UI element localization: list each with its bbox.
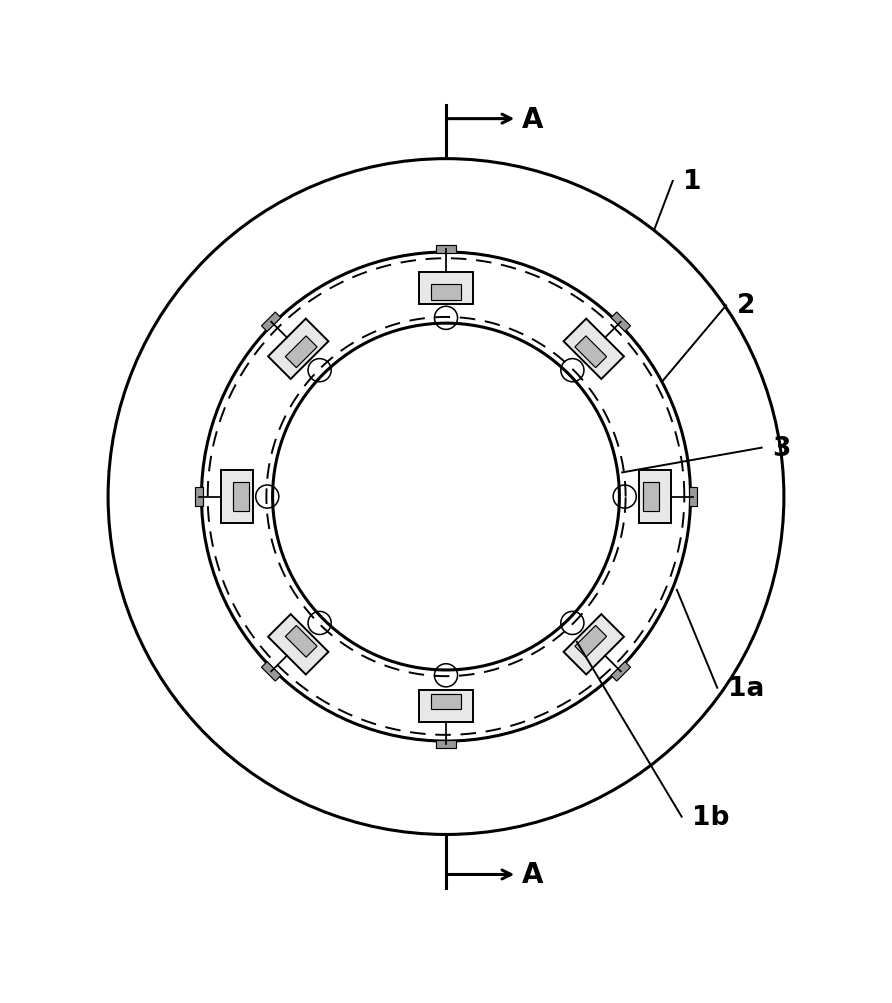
Polygon shape <box>268 319 328 379</box>
Polygon shape <box>690 487 698 507</box>
Polygon shape <box>261 662 281 681</box>
Text: 2: 2 <box>737 293 756 319</box>
Polygon shape <box>643 482 658 512</box>
Polygon shape <box>285 337 317 368</box>
Polygon shape <box>194 487 202 507</box>
Polygon shape <box>575 626 607 658</box>
Polygon shape <box>575 337 607 368</box>
Polygon shape <box>419 690 473 722</box>
Polygon shape <box>268 615 328 675</box>
Polygon shape <box>564 615 624 675</box>
Polygon shape <box>564 319 624 379</box>
Polygon shape <box>285 626 317 658</box>
Polygon shape <box>221 470 253 524</box>
Polygon shape <box>611 313 631 332</box>
Polygon shape <box>261 313 281 332</box>
Polygon shape <box>432 694 460 709</box>
Text: 1: 1 <box>683 169 702 195</box>
Polygon shape <box>419 272 473 304</box>
Text: 3: 3 <box>772 435 790 461</box>
Text: 1b: 1b <box>692 803 730 829</box>
Polygon shape <box>432 285 460 300</box>
Text: A: A <box>522 861 543 889</box>
Polygon shape <box>234 482 249 512</box>
Polygon shape <box>436 246 456 254</box>
Polygon shape <box>436 740 456 748</box>
Polygon shape <box>611 662 631 681</box>
Polygon shape <box>639 470 671 524</box>
Text: A: A <box>522 105 543 133</box>
Text: 1a: 1a <box>728 675 764 701</box>
